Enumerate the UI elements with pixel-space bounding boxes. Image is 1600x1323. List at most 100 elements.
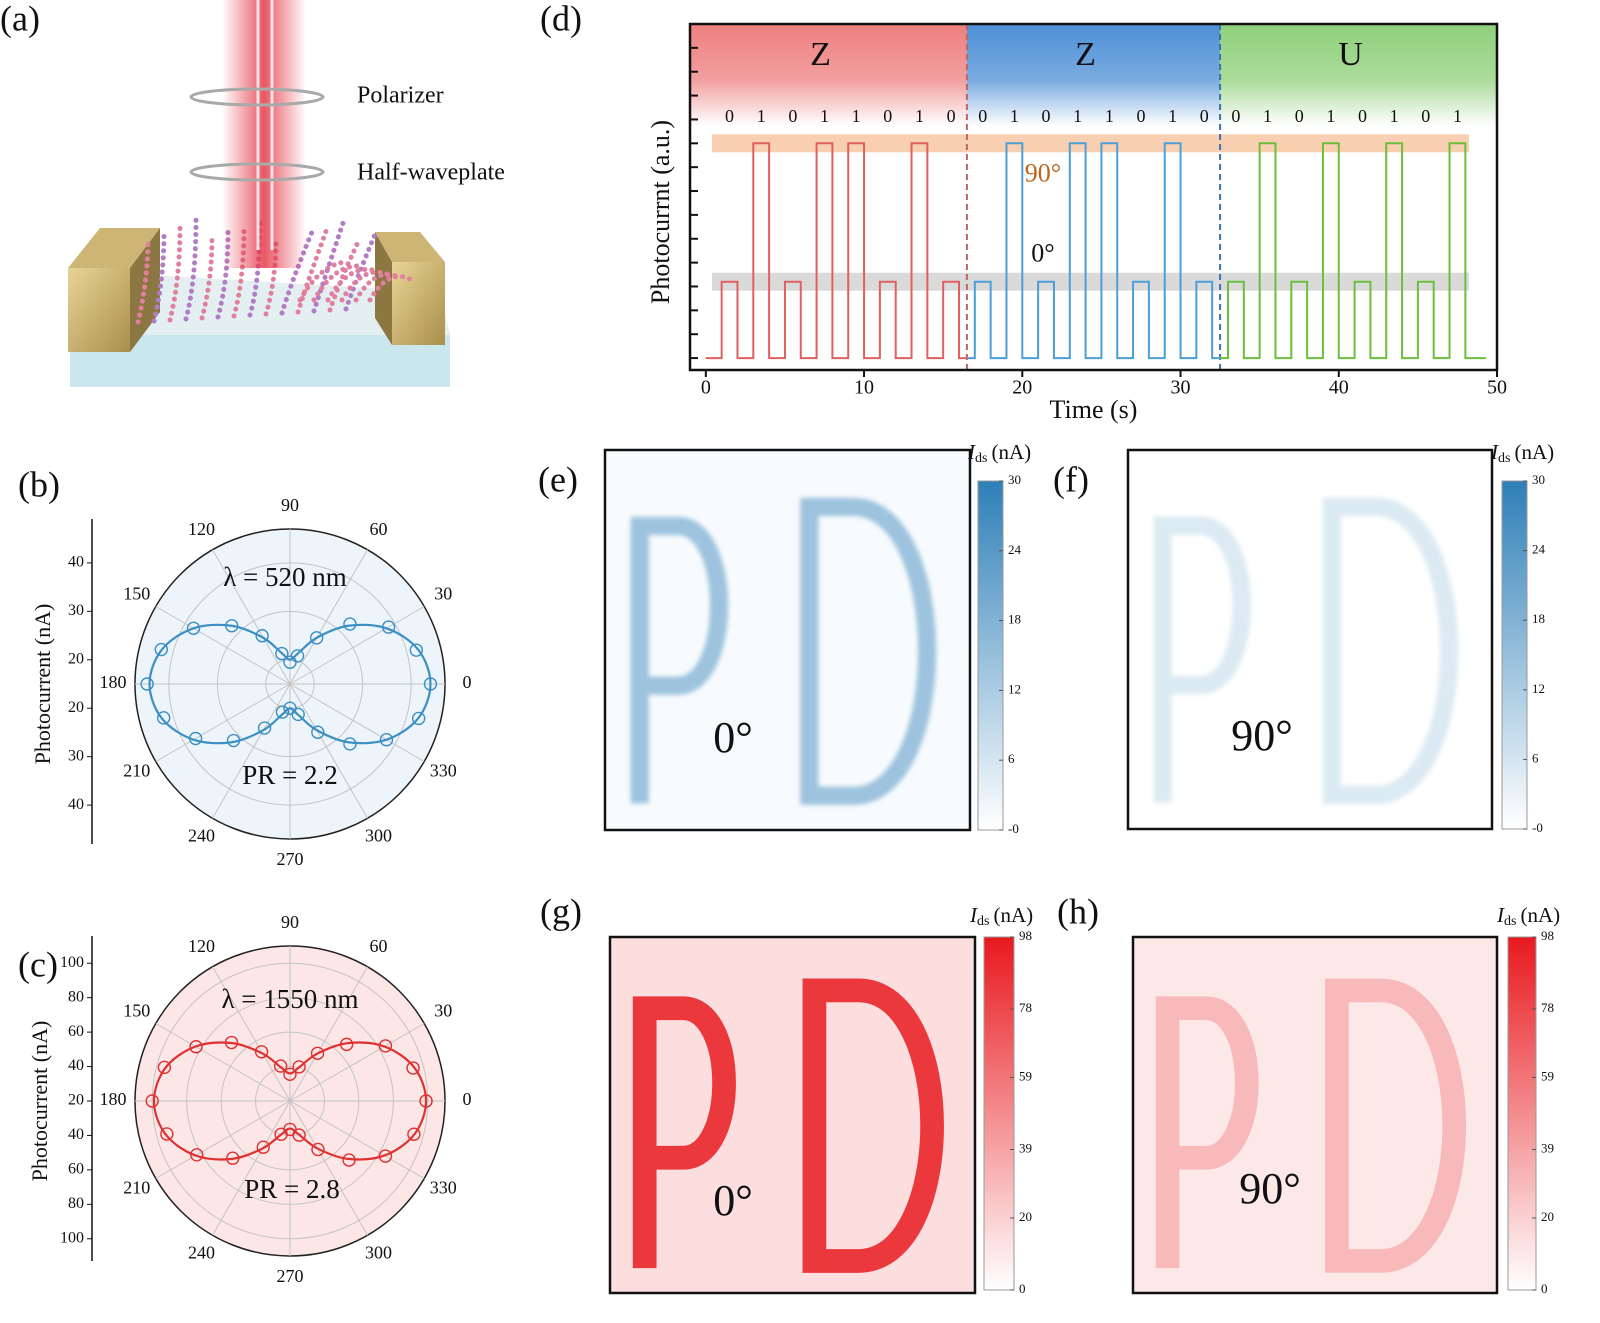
colorbar-tick-label: 0 <box>1019 1281 1026 1296</box>
angle-label: 300 <box>365 1242 392 1262</box>
r-tick-label: 100 <box>60 954 84 971</box>
data-point <box>378 1149 393 1163</box>
data-point <box>343 617 357 631</box>
chain <box>327 235 363 313</box>
laser-beam <box>222 0 306 268</box>
fit-curve <box>152 1041 428 1161</box>
angle-label: 150 <box>123 1001 150 1021</box>
chain <box>135 235 151 325</box>
panel-label: (d) <box>540 0 582 38</box>
colorbar-tick-label: 0 <box>1541 1281 1548 1296</box>
y-axis-title: Photocurrnt (a.u.) <box>646 120 675 304</box>
data-point <box>283 1067 297 1082</box>
chain <box>343 229 379 312</box>
grid-spoke <box>289 683 425 762</box>
angle-label: 210 <box>123 761 150 781</box>
angle-label: 240 <box>188 1242 215 1262</box>
segment-header <box>690 24 967 126</box>
colorbar-tick-label: 98 <box>1019 928 1032 943</box>
panel-label: (h) <box>1057 891 1099 931</box>
data-point <box>154 642 169 657</box>
data-point <box>409 643 424 657</box>
annotation: λ = 1550 nm <box>221 984 358 1014</box>
data-point <box>310 1046 325 1060</box>
letter-pattern <box>1153 497 1459 804</box>
chain <box>339 269 390 303</box>
angle-label: 150 <box>123 584 150 604</box>
angle-label: 60 <box>370 936 388 956</box>
data-point <box>256 1140 271 1154</box>
waveplate-ring <box>189 162 325 182</box>
data-point <box>379 733 394 747</box>
colorbar-tick-label: 30 <box>1532 472 1545 487</box>
map-frame <box>608 935 977 1295</box>
signal-line <box>1220 142 1486 360</box>
crystal-chains <box>135 217 418 325</box>
angle-label: 330 <box>430 761 457 781</box>
data-point <box>226 1151 240 1165</box>
chain <box>151 229 167 324</box>
x-tick-label: 20 <box>1012 377 1032 399</box>
colorbar-tick-label: 20 <box>1541 1209 1554 1224</box>
bit-label: 1 <box>1105 106 1114 126</box>
subscript: ds <box>975 451 987 466</box>
panel-label: (f) <box>1053 459 1089 499</box>
colorbar-tick-label: 98 <box>1541 928 1554 943</box>
data-point <box>339 1037 354 1052</box>
letter-pattern <box>632 978 944 1273</box>
chain <box>297 259 348 303</box>
symbol: I <box>967 440 976 464</box>
data-point <box>411 711 426 726</box>
bit-label: 0 <box>788 106 797 126</box>
colorbar-tick-label: -0 <box>1008 821 1019 836</box>
colorbar-tick-label: 39 <box>1019 1141 1032 1156</box>
r-tick-label: 20 <box>68 650 84 667</box>
data-point <box>381 620 396 634</box>
colorbar-tick-label: 78 <box>1019 1000 1032 1015</box>
data-point <box>291 707 305 722</box>
r-tick-label: 20 <box>68 1092 84 1109</box>
waveplate-label: Half-waveplate <box>357 160 505 186</box>
panel-label: (g) <box>540 891 582 931</box>
data-point <box>273 1059 288 1073</box>
data-point <box>275 705 290 719</box>
bit-label: 0 <box>1136 106 1145 126</box>
r-tick-label: 40 <box>68 1126 84 1143</box>
data-point <box>311 1142 325 1157</box>
band-label: 0° <box>1031 239 1054 268</box>
band-label: 90° <box>1025 158 1061 187</box>
colorbar-tick-label: 6 <box>1532 750 1539 765</box>
angle-label: 120 <box>188 936 215 956</box>
chain <box>325 266 376 303</box>
data-point <box>160 1127 174 1141</box>
data-point <box>189 1040 203 1054</box>
subscript: ds <box>977 914 989 929</box>
data-point <box>419 1094 433 1108</box>
bit-label: 1 <box>1326 106 1335 126</box>
r-tick-label: 60 <box>68 1023 84 1040</box>
angle-label: 180 <box>100 672 127 692</box>
grid-spoke <box>155 1023 291 1102</box>
data-point <box>140 677 154 691</box>
x-axis-title: Time (s) <box>1050 395 1138 424</box>
map-frame <box>603 448 972 832</box>
chain <box>367 274 418 303</box>
colorbar <box>977 480 1004 831</box>
grid-spoke <box>289 549 368 685</box>
data-point <box>309 631 324 645</box>
segment-header <box>966 24 1221 126</box>
colorbar-title: Ids (nA) <box>1490 440 1554 466</box>
grid-spoke <box>155 1100 291 1179</box>
data-point <box>224 1035 239 1050</box>
r-tick-label: 40 <box>68 554 84 571</box>
angle-label: 240 <box>188 825 215 845</box>
annotation: λ = 520 nm <box>223 562 347 592</box>
letter-pattern <box>630 497 937 805</box>
segment-header <box>1220 24 1497 126</box>
r-tick-label: 30 <box>68 602 84 619</box>
r-tick-label: 60 <box>68 1161 84 1178</box>
symbol: I <box>969 903 978 927</box>
bit-label: 1 <box>1073 106 1082 126</box>
data-point <box>283 655 297 669</box>
